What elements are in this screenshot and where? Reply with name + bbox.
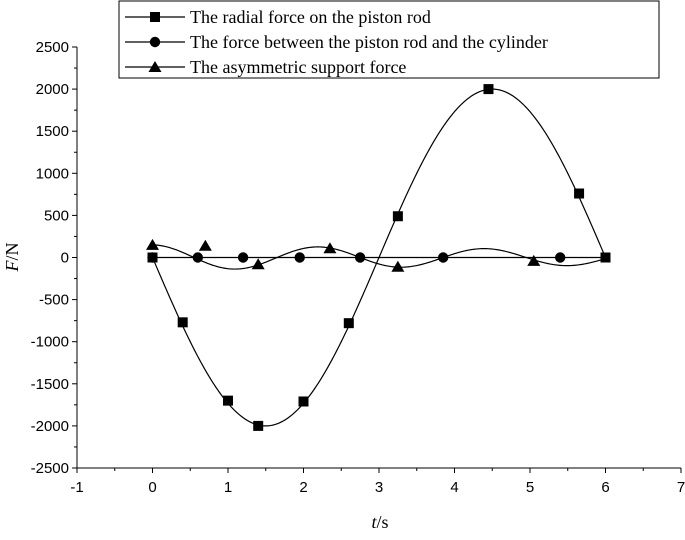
series-0-point [223,395,233,406]
series-0-point [298,396,309,407]
x-tick-label: 3 [375,479,383,496]
x-axis-title: t/s [371,512,388,532]
y-tick-label: 2500 [36,39,69,56]
series-1-point [354,252,366,263]
legend-box [118,0,660,79]
x-tick-label: 1 [224,479,232,496]
y-tick-label: 0 [61,250,69,267]
y-tick-label: 2000 [36,81,69,98]
x-tick-label: 6 [601,479,609,496]
series-0-point [574,188,585,199]
series-0-point [343,318,354,329]
series-0-point [483,84,494,95]
series-0-point [253,420,264,431]
series-0-point [392,211,403,222]
series-1-point [147,252,158,263]
x-tick-label: 4 [450,479,458,496]
series-2-point [251,258,265,270]
series-0-point [177,317,188,328]
series-0-point [600,252,611,263]
x-tick-label: -1 [70,479,83,496]
series-2-point [391,260,405,272]
y-tick-label: -500 [39,292,69,309]
y-axis-title: F/N [2,242,22,272]
y-tick-label: 1500 [36,123,69,140]
y-tick-label: -1500 [31,376,69,393]
legend-marker [149,36,161,48]
series-1-point [555,252,566,263]
series-markers [146,84,611,431]
series-2-line [152,244,606,270]
series-1-point [192,252,203,263]
series-2-point [323,242,337,254]
legend-label: The force between the piston rod and the… [190,32,548,52]
series-1-point [294,252,305,263]
series-1-point [437,252,449,263]
y-tick-label: -2000 [31,418,69,435]
series-2-point [527,254,541,266]
x-tick-label: 5 [526,479,534,496]
series-2-point [198,239,212,251]
y-tick-label: 500 [44,207,69,224]
x-tick-label: 2 [299,479,307,496]
legend-marker [148,61,162,72]
series-2-point [146,238,159,250]
legend-label: The asymmetric support force [190,57,406,77]
legend-label: The radial force on the piston rod [190,7,431,27]
legend-marker [150,12,160,22]
y-tick-label: -2500 [31,460,69,477]
x-tick-label: 0 [148,479,156,496]
legend: The radial force on the piston rod The fo… [118,0,660,79]
y-tick-label: -1000 [31,334,69,351]
y-tick-label: 1000 [36,165,69,182]
x-tick-label: 7 [677,479,685,496]
series-1-point [237,252,249,263]
axes: -1 0 1 2 3 4 5 6 7 -2500 -2000 -1500 -1000 -500 0 500 10… [31,39,685,496]
